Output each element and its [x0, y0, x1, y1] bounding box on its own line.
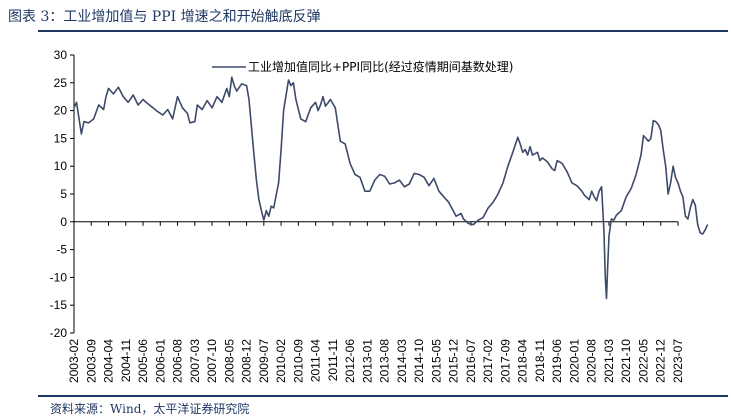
x-tick-label: 2011-04	[309, 339, 323, 382]
y-tick-label: 0	[60, 215, 67, 229]
y-tick-label: 30	[54, 48, 68, 62]
x-tick-label: 2019-06	[550, 339, 564, 383]
x-tick-label: 2022-12	[654, 339, 668, 383]
x-tick-label: 2017-09	[498, 339, 512, 383]
x-tick-label: 2015-12	[447, 339, 461, 383]
y-tick-label: 5	[60, 187, 67, 201]
x-tick-label: 2021-03	[602, 339, 616, 383]
x-tick-label: 2014-03	[395, 339, 409, 383]
x-tick-label: 2008-12	[240, 339, 254, 383]
y-axis: -20 -15 -10 -5 0 5 10 15 20 25 30	[50, 48, 75, 340]
x-tick-label: 2006-08	[171, 339, 185, 383]
source-note: 资料来源：Wind，太平洋证券研究院	[50, 402, 250, 416]
series-group	[73, 76, 709, 300]
x-tick-label: 2012-06	[343, 339, 357, 383]
y-tick-label: -5	[56, 243, 67, 257]
y-tick-label: 10	[54, 159, 68, 173]
x-tick-label: 2023-07	[671, 339, 685, 383]
y-tick-label: -20	[50, 326, 68, 340]
x-tick-label: 2018-11	[533, 339, 547, 382]
x-tick-label: 2016-07	[464, 339, 478, 383]
x-tick-label: 2008-05	[222, 339, 236, 383]
y-tick-label: -15	[50, 298, 68, 312]
legend-label: 工业增加值同比+PPI同比(经过疫情期间基数处理)	[248, 59, 513, 74]
source-divider	[38, 395, 728, 397]
y-tick-label: -10	[50, 270, 68, 284]
x-tick-label: 2005-06	[136, 339, 150, 383]
x-tick-label: 2013-08	[378, 339, 392, 383]
x-tick-label: 2017-02	[481, 339, 495, 383]
x-tick-label: 2020-01	[567, 339, 581, 383]
x-tick-label: 2007-10	[205, 339, 219, 383]
x-tick-label: 2003-02	[67, 339, 81, 383]
x-tick-label: 2013-01	[360, 339, 374, 383]
x-tick-label: 2021-10	[619, 339, 633, 383]
x-tick-label: 2015-05	[429, 339, 443, 383]
x-tick-label: 2004-11	[119, 339, 133, 382]
series-line	[73, 76, 709, 300]
x-tick-label: 2022-05	[636, 339, 650, 383]
chart-title: 图表 3：工业增加值与 PPI 增速之和开始触底反弹	[8, 9, 321, 25]
x-tick-label: 2003-09	[84, 339, 98, 383]
y-tick-label: 15	[54, 131, 68, 145]
x-tick-label: 2014-10	[412, 339, 426, 383]
x-tick-label: 2007-03	[188, 339, 202, 383]
x-tick-label: 2018-04	[516, 339, 530, 383]
x-axis: 2003-02 2003-09 2004-04 2004-11 2005-06 2006-…	[67, 221, 685, 383]
x-tick-label: 2010-02	[274, 339, 288, 383]
x-tick-label: 2020-08	[585, 339, 599, 383]
y-tick-label: 25	[54, 76, 68, 90]
x-tick-label: 2004-04	[102, 339, 116, 383]
x-tick-label: 2006-01	[153, 339, 167, 383]
legend: 工业增加值同比+PPI同比(经过疫情期间基数处理)	[212, 59, 513, 74]
x-tick-label: 2011-11	[326, 339, 340, 382]
y-tick-label: 20	[54, 104, 68, 118]
x-tick-label: 2010-09	[291, 339, 305, 383]
x-tick-label: 2009-07	[257, 339, 271, 383]
title-bar	[38, 2, 728, 32]
